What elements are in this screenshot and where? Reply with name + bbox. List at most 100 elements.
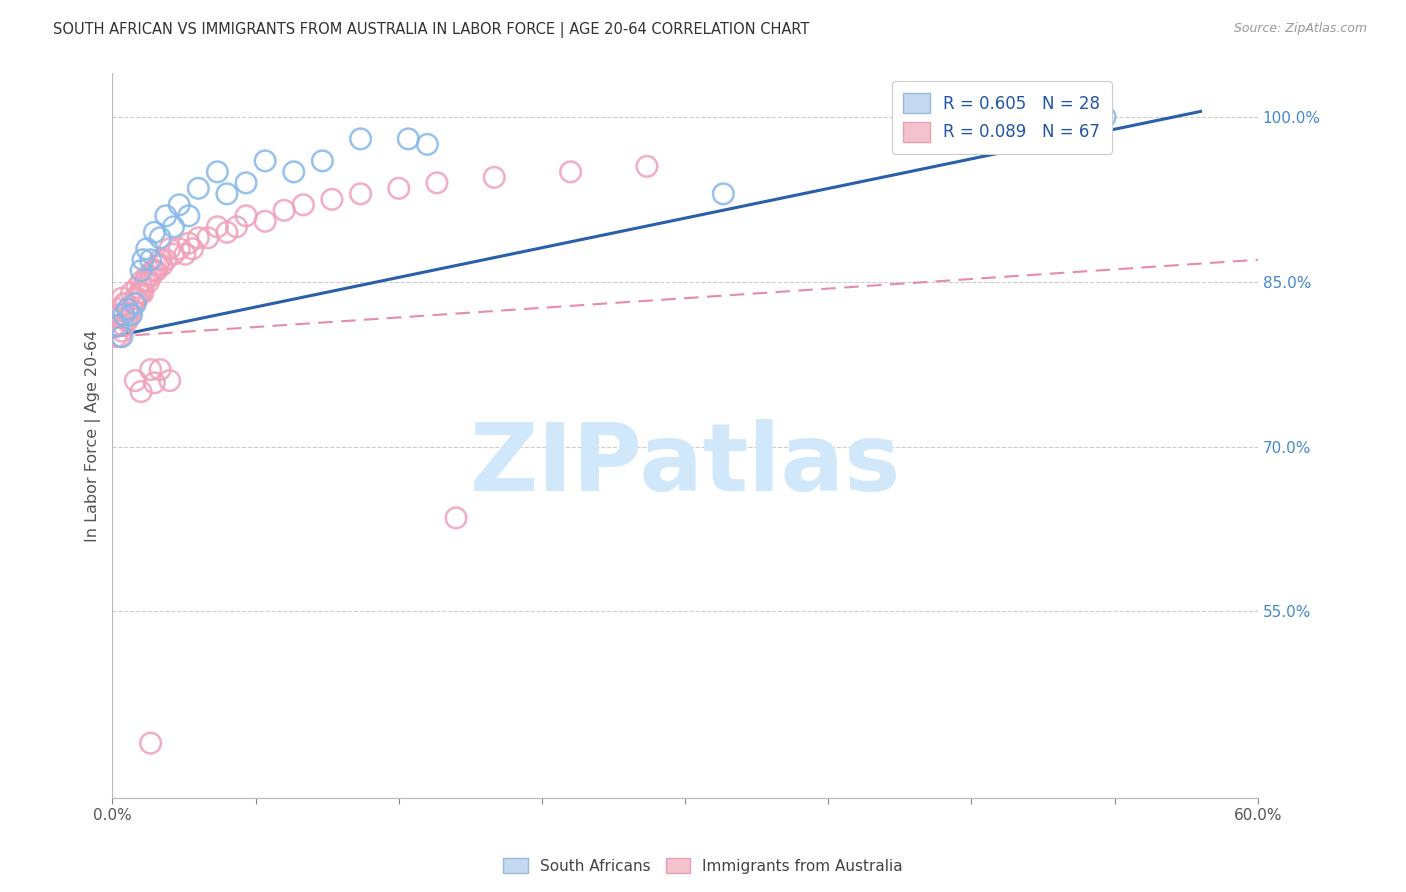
Point	[135, 242, 157, 256]
Text: Source: ZipAtlas.com: Source: ZipAtlas.com	[1233, 22, 1367, 36]
Point	[349, 132, 371, 146]
Point	[132, 252, 155, 267]
Point	[162, 219, 184, 234]
Point	[139, 362, 162, 376]
Point	[167, 198, 190, 212]
Point	[636, 160, 658, 174]
Point	[174, 247, 197, 261]
Point	[444, 511, 467, 525]
Point	[112, 308, 135, 322]
Point	[149, 252, 172, 267]
Point	[111, 291, 134, 305]
Point	[117, 313, 139, 327]
Point	[107, 302, 129, 317]
Point	[107, 318, 129, 333]
Point	[235, 209, 257, 223]
Point	[129, 275, 152, 289]
Point	[225, 219, 247, 234]
Point	[311, 153, 333, 168]
Point	[187, 231, 209, 245]
Point	[143, 225, 166, 239]
Point	[114, 296, 136, 310]
Point	[128, 285, 150, 300]
Point	[132, 285, 155, 300]
Point	[121, 285, 143, 300]
Point	[207, 219, 229, 234]
Point	[135, 269, 157, 284]
Point	[254, 214, 277, 228]
Point	[181, 242, 204, 256]
Point	[141, 264, 163, 278]
Point	[150, 258, 173, 272]
Point	[111, 308, 134, 322]
Point	[254, 153, 277, 168]
Point	[121, 302, 143, 317]
Point	[118, 308, 141, 322]
Point	[129, 264, 152, 278]
Point	[215, 186, 238, 201]
Point	[124, 374, 146, 388]
Point	[107, 318, 129, 333]
Legend: R = 0.605   N = 28, R = 0.089   N = 67: R = 0.605 N = 28, R = 0.089 N = 67	[891, 81, 1112, 153]
Point	[112, 318, 135, 333]
Point	[127, 291, 149, 305]
Point	[134, 275, 156, 289]
Point	[129, 285, 152, 300]
Point	[127, 280, 149, 294]
Point	[145, 264, 167, 278]
Text: ZIPatlas: ZIPatlas	[470, 418, 901, 510]
Point	[711, 186, 734, 201]
Point	[121, 308, 143, 322]
Point	[283, 165, 305, 179]
Point	[143, 376, 166, 390]
Point	[197, 231, 219, 245]
Point	[396, 132, 419, 146]
Point	[122, 296, 145, 310]
Point	[388, 181, 411, 195]
Point	[321, 192, 343, 206]
Text: SOUTH AFRICAN VS IMMIGRANTS FROM AUSTRALIA IN LABOR FORCE | AGE 20-64 CORRELATIO: SOUTH AFRICAN VS IMMIGRANTS FROM AUSTRAL…	[53, 22, 810, 38]
Point	[124, 291, 146, 305]
Point	[177, 209, 200, 223]
Point	[416, 137, 439, 152]
Point	[124, 296, 146, 310]
Point	[426, 176, 449, 190]
Point	[111, 329, 134, 343]
Point	[177, 236, 200, 251]
Point	[111, 324, 134, 338]
Point	[129, 384, 152, 399]
Point	[108, 308, 131, 322]
Point	[159, 374, 181, 388]
Point	[1094, 110, 1116, 124]
Point	[162, 247, 184, 261]
Point	[148, 258, 170, 272]
Point	[207, 165, 229, 179]
Point	[155, 252, 177, 267]
Point	[560, 165, 582, 179]
Point	[143, 264, 166, 278]
Point	[149, 231, 172, 245]
Point	[117, 302, 139, 317]
Point	[139, 269, 162, 284]
Point	[117, 302, 139, 317]
Point	[103, 318, 125, 333]
Point	[159, 242, 181, 256]
Point	[139, 252, 162, 267]
Point	[112, 296, 135, 310]
Point	[105, 329, 128, 343]
Point	[484, 170, 506, 185]
Point	[155, 209, 177, 223]
Point	[235, 176, 257, 190]
Point	[108, 329, 131, 343]
Point	[138, 275, 160, 289]
Point	[349, 186, 371, 201]
Point	[273, 203, 295, 218]
Point	[167, 242, 190, 256]
Point	[292, 198, 315, 212]
Point	[139, 736, 162, 750]
Y-axis label: In Labor Force | Age 20-64: In Labor Force | Age 20-64	[86, 329, 101, 541]
Point	[187, 181, 209, 195]
Point	[114, 313, 136, 327]
Point	[215, 225, 238, 239]
Legend: South Africans, Immigrants from Australia: South Africans, Immigrants from Australi…	[496, 852, 910, 880]
